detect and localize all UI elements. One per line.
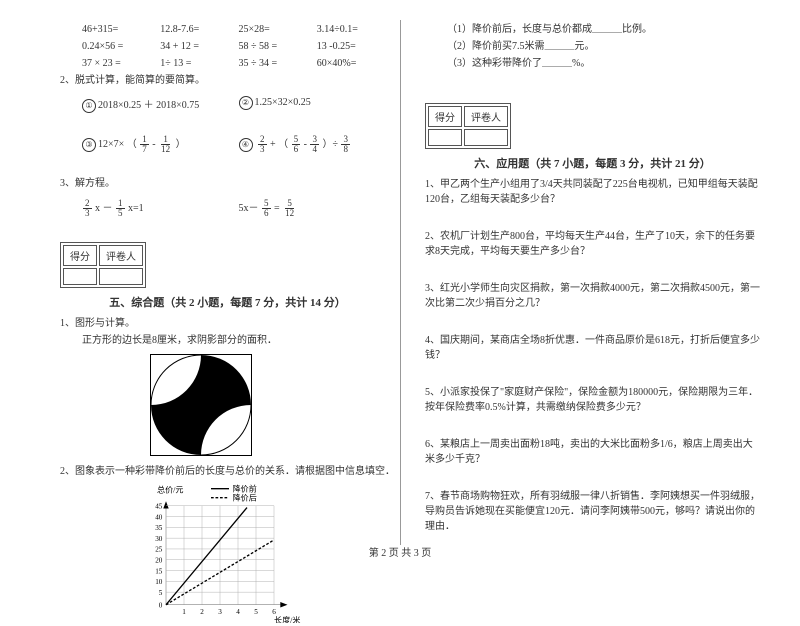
eq-left: 23 x － 15 x=1 bbox=[82, 199, 239, 218]
section-6-title: 六、应用题（共 7 小题，每题 3 分，共计 21 分） bbox=[425, 155, 760, 171]
arith-cell: 25×28= bbox=[239, 22, 317, 37]
svg-text:3: 3 bbox=[218, 608, 222, 616]
fill-2: （2）降价前买7.5米需＿＿＿元。 bbox=[447, 39, 760, 54]
arith-cell: 3.14÷0.1= bbox=[317, 22, 395, 37]
expr-1-left: ①2018×0.25 ＋ 2018×0.75 bbox=[82, 96, 239, 113]
eq-right: 5x－ 56 = 512 bbox=[239, 199, 396, 218]
section-5-title: 五、综合题（共 2 小题，每题 7 分，共计 14 分） bbox=[60, 294, 395, 310]
expr-1-right: ②1.25×32×0.25 bbox=[239, 96, 396, 113]
arith-block: 46+315= 12.8-7.6= 25×28= 3.14÷0.1= 0.24×… bbox=[60, 22, 395, 71]
q5-1-sub: 正方形的边长是8厘米，求阴影部分的面积． bbox=[60, 333, 395, 348]
arith-cell: 35 ÷ 34 = bbox=[239, 56, 317, 71]
arith-cell: 34 + 12 = bbox=[160, 39, 238, 54]
app-q2: 2、农机厂计划生产800台，平均每天生产44台，生产了10天，余下的任务要求8天… bbox=[425, 229, 760, 259]
arith-cell: 13 -0.25= bbox=[317, 39, 395, 54]
x-axis-label: 长度/米 bbox=[274, 615, 300, 623]
arith-cell: 12.8-7.6= bbox=[160, 22, 238, 37]
svg-text:40: 40 bbox=[155, 514, 163, 522]
q5-1: 1、图形与计算。 bbox=[60, 316, 395, 331]
arith-cell: 46+315= bbox=[82, 22, 160, 37]
legend-before: 降价前 bbox=[233, 484, 257, 494]
app-q6: 6、某粮店上一周卖出面粉18吨，卖出的大米比面粉多1/6，粮店上周卖出大米多少千… bbox=[425, 437, 760, 467]
svg-text:30: 30 bbox=[155, 535, 163, 543]
svg-text:45: 45 bbox=[155, 503, 163, 511]
arith-cell: 1÷ 13 = bbox=[160, 56, 238, 71]
square-figure bbox=[150, 354, 252, 456]
fill-1: （1）降价前后，长度与总价都成＿＿＿比例。 bbox=[447, 22, 760, 37]
item-2-title: 2、脱式计算，能简算的要简算。 bbox=[60, 73, 395, 88]
app-q7: 7、春节商场购物狂欢，所有羽绒服一律八折销售．李阿姨想买一件羽绒服，导购员告诉她… bbox=[425, 489, 760, 534]
right-column: （1）降价前后，长度与总价都成＿＿＿比例。 （2）降价前买7.5米需＿＿＿元。 … bbox=[410, 20, 760, 555]
arith-cell: 60×40%= bbox=[317, 56, 395, 71]
svg-text:15: 15 bbox=[155, 568, 163, 576]
x-ticks: 1 2 3 4 5 6 bbox=[182, 608, 276, 616]
y-axis-label: 总价/元 bbox=[157, 485, 183, 495]
svg-text:10: 10 bbox=[155, 578, 163, 586]
svg-text:5: 5 bbox=[254, 608, 258, 616]
arith-cell: 37 × 23 = bbox=[82, 56, 160, 71]
arith-cell: 58 ÷ 58 = bbox=[239, 39, 317, 54]
fill-3: （3）这种彩带降价了＿＿＿%。 bbox=[447, 56, 760, 71]
app-q3: 3、红光小学师生向灾区捐款，第一次捐款4000元，第二次捐款4500元，第一次比… bbox=[425, 281, 760, 311]
svg-text:6: 6 bbox=[272, 608, 276, 616]
score-box-6: 得分评卷人 bbox=[425, 103, 511, 149]
left-column: 46+315= 12.8-7.6= 25×28= 3.14÷0.1= 0.24×… bbox=[60, 20, 410, 555]
svg-text:35: 35 bbox=[155, 524, 163, 532]
score-box: 得分评卷人 bbox=[60, 242, 146, 288]
arith-cell: 0.24×56 = bbox=[82, 39, 160, 54]
page-footer: 第 2 页 共 3 页 bbox=[0, 544, 800, 559]
legend-after: 降价后 bbox=[233, 493, 257, 503]
expr-2-right: ④ 23 + （ 56 - 34 ）÷ 38 bbox=[239, 135, 396, 154]
app-q5: 5、小派家投保了"家庭财产保险"，保险金额为180000元，保险期限为三年．按年… bbox=[425, 385, 760, 415]
svg-text:5: 5 bbox=[159, 589, 163, 597]
app-q4: 4、国庆期间，某商店全场8折优惠．一件商品原价是618元，打折后便宜多少钱？ bbox=[425, 333, 760, 363]
svg-text:1: 1 bbox=[182, 608, 186, 616]
expr-2-left: ③12×7× （ 17 - 112 ） bbox=[82, 135, 239, 154]
svg-text:0: 0 bbox=[159, 602, 163, 610]
q5-2: 2、图象表示一种彩带降价前后的长度与总价的关系．请根据图中信息填空． bbox=[60, 464, 395, 479]
item-3-title: 3、解方程。 bbox=[60, 176, 395, 191]
svg-text:4: 4 bbox=[236, 608, 240, 616]
svg-text:2: 2 bbox=[200, 608, 204, 616]
app-q1: 1、甲乙两个生产小组用了3/4天共同装配了225台电视机，已知甲组每天装配120… bbox=[425, 177, 760, 207]
